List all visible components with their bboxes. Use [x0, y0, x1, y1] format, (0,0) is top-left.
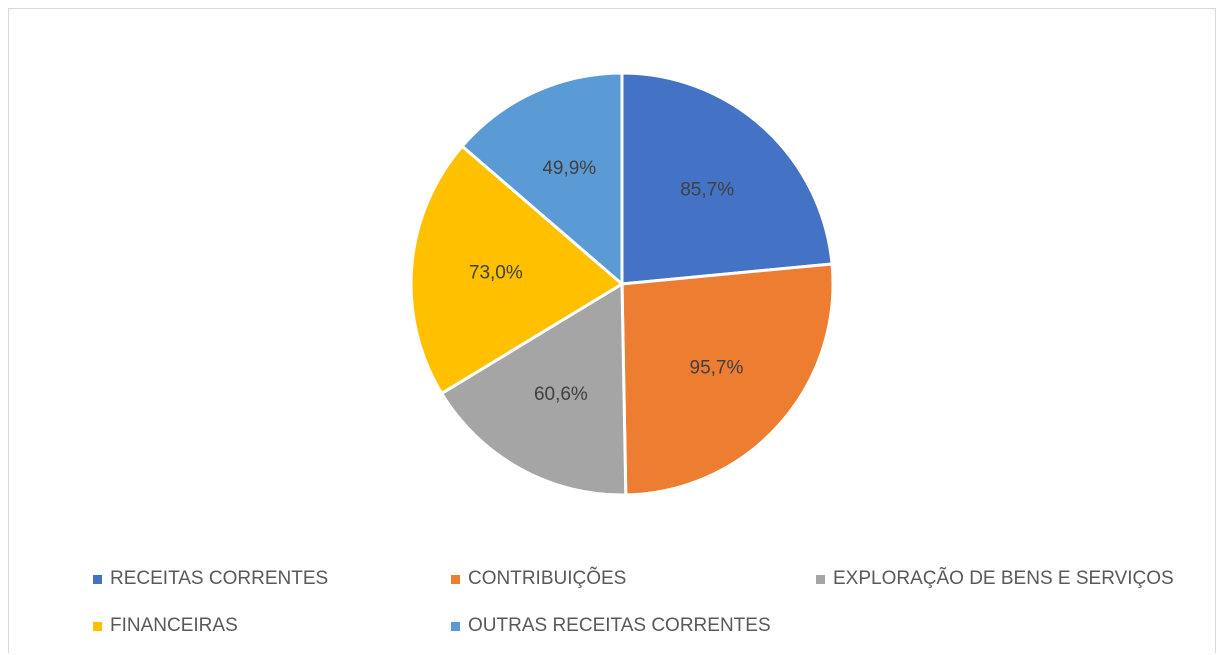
- pie-data-label-2: 60,6%: [534, 384, 588, 405]
- pie-slice-1: [620, 262, 835, 497]
- pie-data-labels: 85,7% 95,7% 60,6% 73,0% 49,9%: [469, 158, 744, 405]
- pie-data-label-3: 73,0%: [469, 263, 523, 284]
- pie-slice-0: [620, 71, 834, 286]
- chart-area: [8, 8, 1216, 653]
- pie-slice-2: [440, 282, 628, 497]
- pie-slices: [409, 71, 835, 497]
- pie-data-label-4: 49,9%: [542, 158, 596, 179]
- pie-data-label-0: 85,7%: [680, 179, 734, 200]
- pie-slice-3: [409, 144, 624, 395]
- pie-slice-4: [460, 71, 624, 286]
- pie-data-label-1: 95,7%: [690, 357, 744, 378]
